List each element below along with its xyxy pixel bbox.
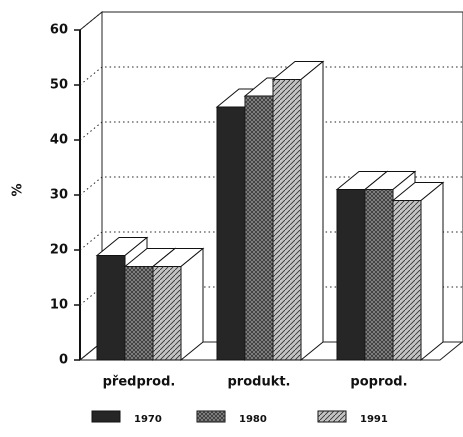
bar-hatch [393,200,421,360]
legend-label: 1980 [239,414,267,425]
grid-line [79,121,463,141]
bar-side [420,181,444,362]
y-tick-label: 30 [50,188,68,203]
grid-line [79,11,463,31]
bar [216,106,246,361]
bar-hatch [125,266,153,360]
bar [336,189,366,361]
y-tick-label: 40 [50,133,68,148]
x-tick-label: produkt. [227,375,290,390]
x-tick-label: poprod. [350,375,407,390]
grid-line [79,176,463,196]
x-tick-label: předprod. [103,375,176,390]
legend-label: 1991 [360,414,388,425]
legend-hatch [318,411,346,422]
y-tick-label: 10 [50,298,68,313]
y-tick-label: 50 [50,78,68,93]
grid-line [79,231,463,251]
bar-hatch [245,96,273,360]
bar-side [300,60,324,362]
y-tick-label: 0 [59,353,68,368]
bar-side [180,247,204,362]
bar-hatch [153,266,181,360]
legend-swatch [91,410,121,423]
bar-hatch [273,79,301,360]
legend-label: 1970 [134,414,162,425]
bar-hatch [365,189,393,360]
y-axis-label: % [11,183,26,196]
y-tick-label: 20 [50,243,68,258]
grid-line [79,66,463,86]
legend-hatch [197,411,225,422]
bar [96,255,126,361]
y-tick-label: 60 [50,23,68,38]
